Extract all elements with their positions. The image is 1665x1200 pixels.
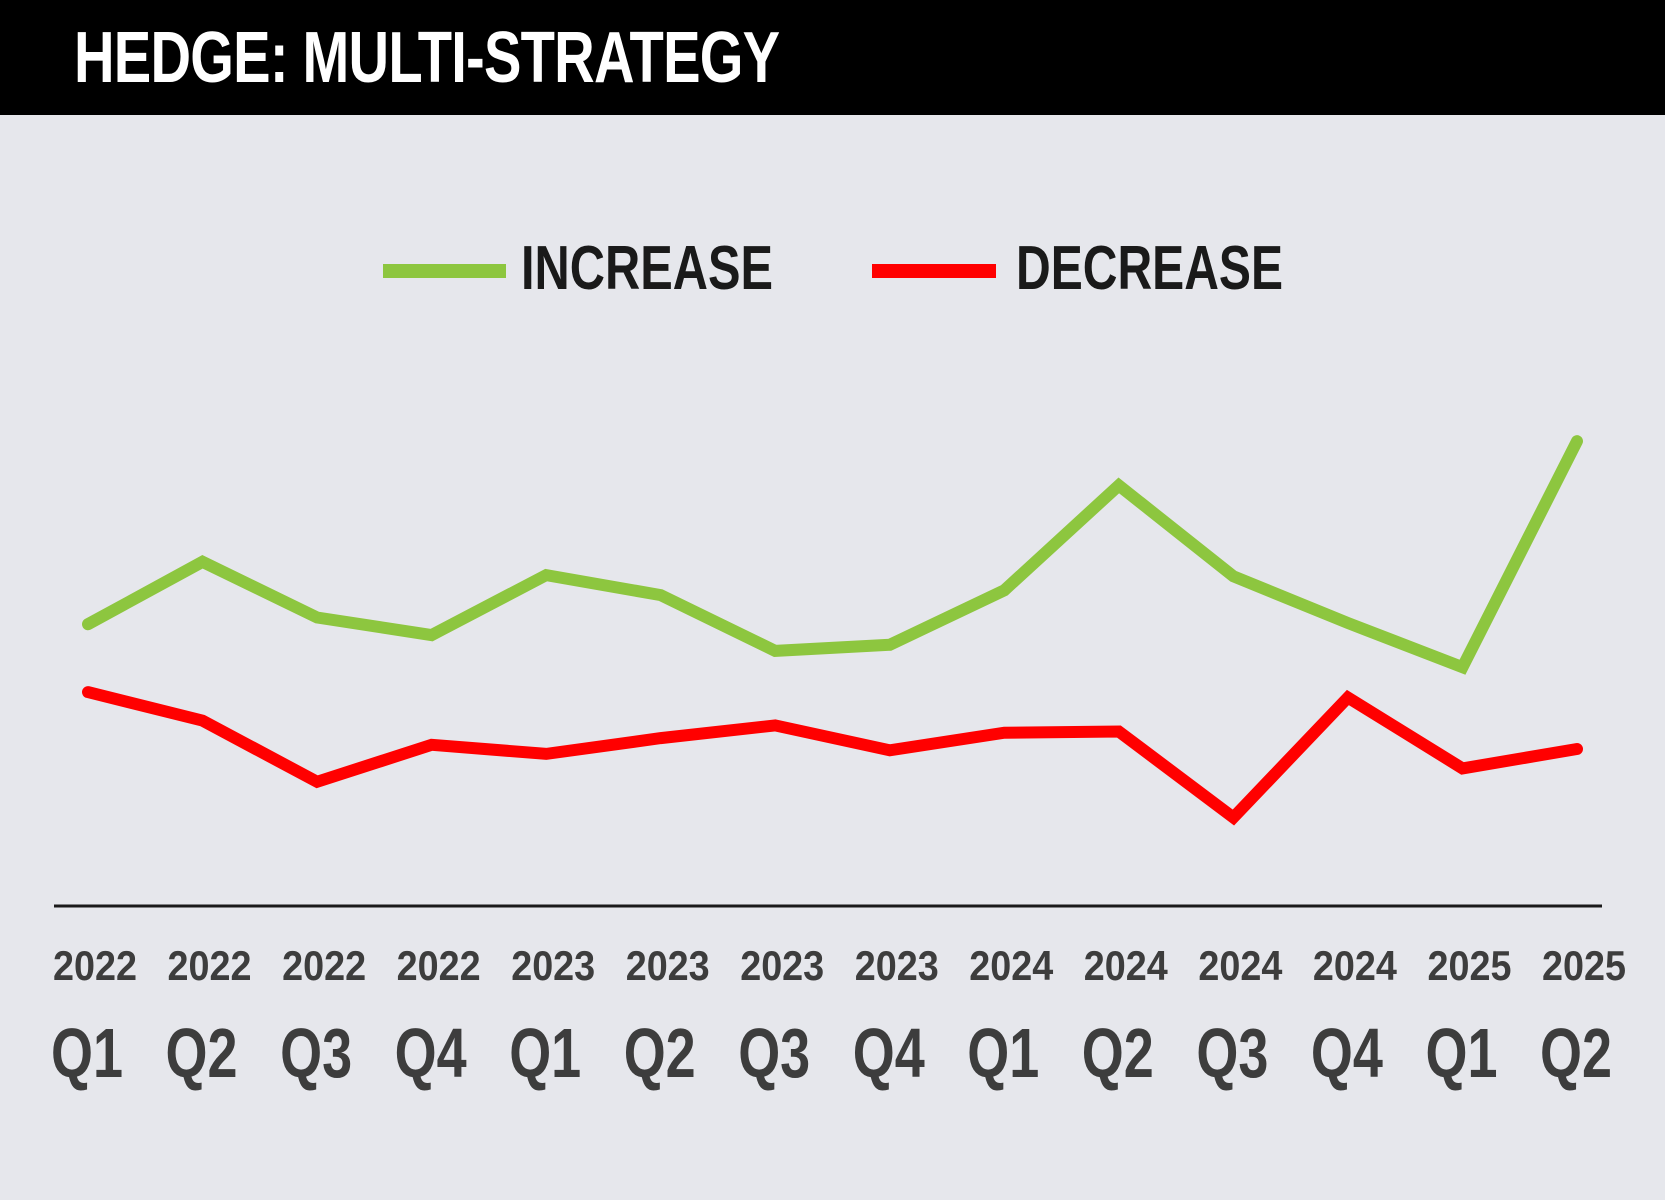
x-tick-year: 2023 — [740, 942, 824, 989]
data-point-increase-10 — [1232, 575, 1234, 577]
data-point-decrease-8 — [1003, 732, 1005, 734]
x-tick-year: 2022 — [397, 942, 481, 989]
data-point-increase-1 — [202, 561, 203, 563]
data-point-increase-0 — [87, 623, 89, 625]
x-tick-year: 2022 — [282, 942, 366, 989]
data-point-decrease-2 — [316, 781, 318, 783]
x-tick-quarter: Q4 — [853, 1014, 925, 1092]
series-layer — [82, 435, 1583, 826]
x-tick-year: 2023 — [626, 942, 710, 989]
x-tick-quarter: Q4 — [1311, 1014, 1383, 1092]
data-point-increase-3 — [431, 634, 433, 636]
legend-label-increase: INCREASE — [521, 234, 773, 303]
x-tick-quarter: Q2 — [624, 1014, 696, 1092]
x-tick-quarter: Q1 — [51, 1014, 123, 1092]
x-tick-quarter: Q1 — [509, 1014, 581, 1092]
data-point-decrease-4 — [545, 753, 547, 755]
x-tick-year: 2024 — [1198, 942, 1283, 989]
data-point-decrease-10 — [1232, 817, 1234, 818]
data-point-increase-8 — [1003, 589, 1005, 591]
legend-label-decrease: DECREASE — [1016, 234, 1283, 303]
x-tick-year: 2025 — [1428, 942, 1512, 989]
x-tick-quarter: Q1 — [967, 1014, 1039, 1092]
data-point-increase-9 — [1118, 484, 1120, 486]
data-point-increase-6 — [774, 650, 776, 652]
data-point-decrease-11 — [1347, 697, 1349, 698]
data-point-decrease-3 — [431, 744, 433, 746]
data-point-increase-2 — [316, 617, 318, 618]
legend: INCREASE DECREASE — [383, 234, 1283, 303]
x-tick-year: 2024 — [1313, 942, 1398, 989]
data-point-decrease-5 — [660, 737, 662, 739]
series-line-decrease — [82, 686, 1583, 826]
x-tick-quarter: Q2 — [166, 1014, 238, 1092]
x-tick-year: 2024 — [969, 942, 1054, 989]
x-tick-year: 2022 — [168, 942, 252, 989]
x-tick-quarter: Q3 — [738, 1014, 810, 1092]
data-point-increase-7 — [889, 644, 891, 646]
data-point-increase-11 — [1347, 622, 1349, 624]
x-tick-year: 2023 — [511, 942, 595, 989]
data-point-decrease-0 — [87, 691, 89, 693]
x-tick-year: 2024 — [1084, 942, 1169, 989]
x-tick-quarter: Q1 — [1426, 1014, 1498, 1092]
data-point-decrease-12 — [1462, 767, 1463, 769]
x-tick-quarter: Q4 — [395, 1014, 467, 1092]
data-point-increase-12 — [1462, 666, 1463, 668]
chart-title: HEDGE: MULTI-STRATEGY — [74, 18, 780, 98]
x-tick-year: 2025 — [1542, 942, 1626, 989]
data-point-increase-5 — [660, 594, 662, 596]
data-point-increase-13 — [1576, 440, 1578, 442]
x-tick-quarter: Q2 — [1082, 1014, 1154, 1092]
x-tick-quarter: Q3 — [1196, 1014, 1268, 1092]
data-point-decrease-6 — [774, 724, 776, 726]
x-tick-quarter: Q2 — [1540, 1014, 1612, 1092]
data-point-decrease-9 — [1118, 731, 1120, 732]
x-tick-quarter: Q3 — [280, 1014, 352, 1092]
data-point-increase-4 — [545, 574, 547, 576]
data-point-decrease-7 — [889, 749, 891, 751]
x-tick-year: 2022 — [53, 942, 137, 989]
x-tick-year: 2023 — [855, 942, 939, 989]
data-point-decrease-13 — [1576, 748, 1578, 750]
data-point-decrease-1 — [202, 720, 203, 722]
x-axis-ticks: 2022 Q1 2022 Q2 2022 Q3 2022 Q4 2023 Q1 2023 Q2 2023… — [51, 942, 1626, 1092]
title-bar: HEDGE: MULTI-STRATEGY — [0, 0, 1665, 115]
series-line-increase — [82, 435, 1583, 675]
